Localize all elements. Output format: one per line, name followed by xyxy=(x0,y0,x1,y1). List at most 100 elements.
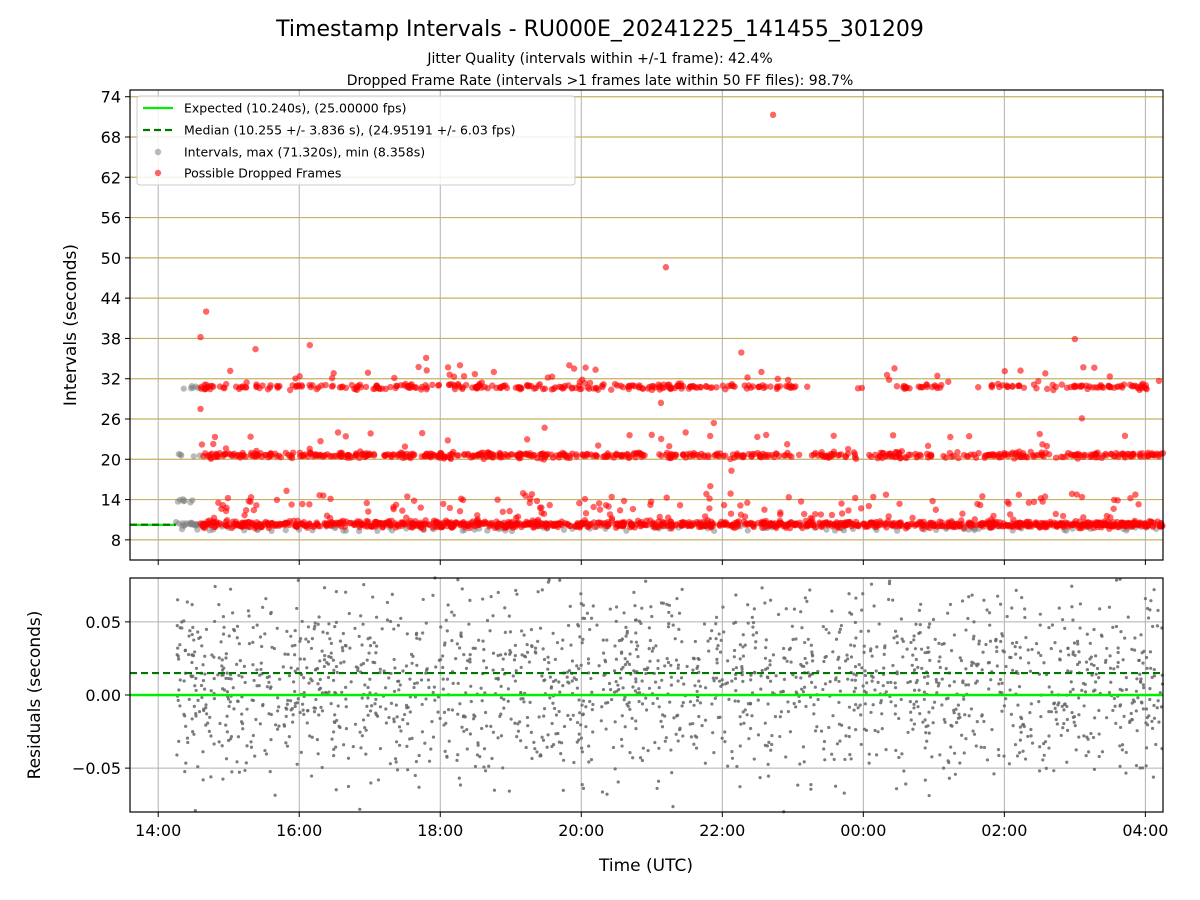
residual-point xyxy=(1142,686,1146,690)
residual-point xyxy=(623,725,627,729)
residual-point xyxy=(219,640,223,644)
dropped-frame-point xyxy=(455,382,462,389)
residual-point xyxy=(554,713,559,717)
residual-point xyxy=(1030,647,1034,652)
residual-point xyxy=(917,608,922,612)
dropped-frame-point xyxy=(494,496,501,503)
residual-point xyxy=(908,700,912,704)
residual-point xyxy=(334,590,338,594)
residual-point xyxy=(1111,708,1115,713)
residual-point xyxy=(752,757,756,761)
residual-point xyxy=(1116,665,1120,669)
dropped-frame-point xyxy=(1118,519,1125,527)
residual-point xyxy=(739,722,743,726)
residual-point xyxy=(665,657,669,661)
residual-point xyxy=(522,633,526,637)
residual-point xyxy=(293,653,297,657)
dropped-frame-point xyxy=(341,523,349,530)
residual-point xyxy=(711,731,715,735)
residual-point xyxy=(692,657,696,661)
residual-point xyxy=(925,681,930,686)
residual-point xyxy=(245,744,249,748)
dropped-frame-point xyxy=(647,501,654,509)
residual-point xyxy=(384,707,388,711)
dropped-frame-point xyxy=(611,380,619,388)
residual-point xyxy=(912,688,917,692)
interval-point xyxy=(560,526,568,534)
residual-point xyxy=(193,808,197,813)
residual-point xyxy=(200,695,204,700)
residual-point xyxy=(343,643,347,648)
residual-point xyxy=(546,580,550,584)
dropped-frame-point xyxy=(817,511,825,518)
dropped-frame-point xyxy=(873,522,880,529)
residual-point xyxy=(1141,683,1145,687)
residual-point xyxy=(938,665,942,670)
residual-point xyxy=(516,722,520,726)
residual-point xyxy=(329,702,333,706)
residual-point xyxy=(513,679,517,683)
residual-point xyxy=(693,684,697,688)
residual-point xyxy=(175,624,179,628)
dropped-frame-point xyxy=(429,381,436,389)
residual-point xyxy=(194,712,198,716)
residual-point xyxy=(371,595,375,599)
dropped-frame-point xyxy=(407,452,414,460)
residual-point xyxy=(235,662,239,666)
dropped-frame-point xyxy=(210,440,217,448)
residual-point xyxy=(897,755,901,760)
residual-point xyxy=(431,593,435,597)
residual-point xyxy=(579,723,583,727)
residual-point xyxy=(971,661,976,665)
dropped-frame-point xyxy=(649,523,657,530)
residual-point xyxy=(595,623,599,627)
residual-point xyxy=(334,664,339,669)
residual-point xyxy=(503,652,508,656)
dropped-frame-point xyxy=(852,494,859,502)
dropped-frame-point xyxy=(544,524,551,531)
residual-point xyxy=(405,744,409,749)
residual-point xyxy=(783,656,787,660)
residual-point xyxy=(389,671,393,676)
dropped-frame-point xyxy=(981,452,989,460)
residual-point xyxy=(631,685,635,689)
residual-point xyxy=(450,708,455,712)
dropped-frame-point xyxy=(352,385,360,393)
dropped-frame-point xyxy=(328,383,336,390)
residual-point xyxy=(334,788,338,792)
residual-point xyxy=(499,653,503,657)
dropped-frame-point xyxy=(407,383,414,390)
residual-point xyxy=(291,713,295,717)
residual-point xyxy=(519,665,523,670)
dropped-frame-point xyxy=(323,512,331,519)
residual-point xyxy=(695,698,700,703)
residual-point xyxy=(527,660,532,664)
residual-point xyxy=(409,652,414,656)
residual-point xyxy=(633,604,637,608)
dropped-frame-point xyxy=(855,521,862,528)
dropped-frame-point xyxy=(754,433,761,441)
residual-point xyxy=(1071,687,1075,691)
residual-point xyxy=(230,770,234,774)
residual-point xyxy=(714,676,719,680)
residual-point xyxy=(614,619,618,623)
dropped-frame-point xyxy=(896,455,904,462)
dropped-frame-point xyxy=(692,451,699,458)
dropped-frame-point xyxy=(1057,519,1065,527)
dropped-frame-point xyxy=(404,493,411,500)
residual-point xyxy=(204,703,208,707)
residual-point xyxy=(712,751,716,755)
residual-point xyxy=(385,618,390,622)
residual-point xyxy=(634,680,638,684)
residual-point xyxy=(727,697,731,701)
residual-point xyxy=(992,772,996,776)
interval-point xyxy=(189,384,197,391)
residual-point xyxy=(895,672,899,676)
dropped-frame-point xyxy=(1025,499,1033,506)
residual-point xyxy=(1092,663,1096,668)
residual-point xyxy=(996,747,1001,752)
residual-point xyxy=(346,756,351,760)
residual-point xyxy=(1093,716,1097,720)
residuals-y-tick-label: 0.00 xyxy=(85,686,121,705)
residual-point xyxy=(1140,651,1144,655)
